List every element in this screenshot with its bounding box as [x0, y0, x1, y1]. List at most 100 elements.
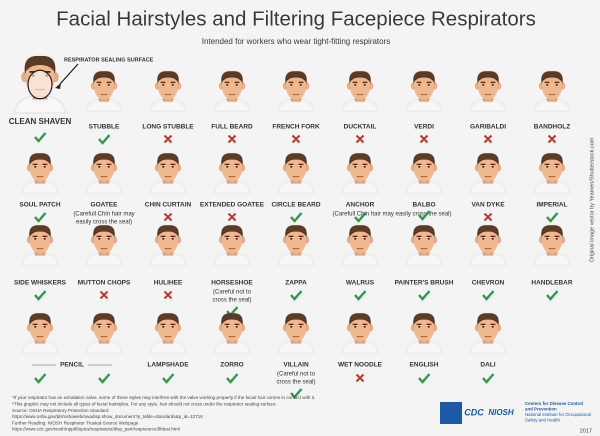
eyebrow [96, 323, 102, 325]
hair [157, 313, 179, 326]
mouth [36, 335, 44, 338]
shirt [469, 181, 507, 194]
head [158, 316, 178, 342]
eyebrow [490, 163, 496, 165]
fit-cross [163, 290, 173, 300]
hair [477, 225, 499, 238]
fit-check [98, 373, 111, 384]
mouth [420, 93, 428, 96]
face [213, 153, 251, 194]
eye [171, 165, 174, 168]
shirt [213, 253, 251, 266]
hair [349, 313, 371, 326]
footnote: *This graphic may not include all types … [12, 402, 277, 407]
face [21, 313, 59, 354]
face [277, 71, 315, 112]
face [469, 153, 507, 194]
footnote: Source: OSHA Respiratory Protection Stan… [12, 408, 109, 413]
face [213, 225, 251, 266]
eye [162, 237, 165, 240]
mouth [100, 247, 108, 250]
footnote: https://www.cdc.gov/niosh/npptl/topics/r… [12, 427, 180, 432]
fit-check [34, 132, 47, 143]
eyebrow [554, 81, 560, 83]
eye [363, 165, 366, 168]
eye [354, 165, 357, 168]
style-name: HORSESHOE [211, 280, 253, 287]
eye [98, 83, 101, 86]
eyebrow [426, 235, 432, 237]
eye [354, 325, 357, 328]
eyebrow [32, 323, 38, 325]
eyebrow [224, 163, 230, 165]
style-name: BANDHOLZ [534, 124, 570, 131]
mouth [356, 175, 364, 178]
head [30, 228, 50, 254]
eye [482, 325, 485, 328]
shirt [149, 341, 187, 354]
eye [162, 165, 165, 168]
eye [491, 165, 494, 168]
head [478, 228, 498, 254]
shirt [149, 253, 187, 266]
shirt [341, 253, 379, 266]
eye [491, 325, 494, 328]
eye [107, 325, 110, 328]
eyebrow [352, 81, 358, 83]
face [341, 313, 379, 354]
eye [43, 165, 46, 168]
eye [34, 325, 37, 328]
shirt [85, 253, 123, 266]
hair [157, 225, 179, 238]
head [414, 228, 434, 254]
style-name: ZAPPA [285, 280, 307, 287]
subtitle: Intended for workers who wear tight-fitt… [202, 37, 391, 46]
head [30, 316, 50, 342]
face [341, 225, 379, 266]
shirt [469, 253, 507, 266]
eye [546, 83, 549, 86]
hair [541, 153, 563, 166]
eyebrow [96, 81, 102, 83]
head [286, 228, 306, 254]
eyebrow [32, 163, 38, 165]
eye [98, 325, 101, 328]
eye [299, 83, 302, 86]
style-name: PENCIL [60, 362, 84, 369]
hair [413, 153, 435, 166]
head [350, 228, 370, 254]
eye [555, 83, 558, 86]
head [350, 74, 370, 100]
eye [235, 237, 238, 240]
hair [29, 153, 51, 166]
head [542, 156, 562, 182]
eyebrow [106, 235, 112, 237]
head [414, 316, 434, 342]
shirt [469, 341, 507, 354]
eye [363, 237, 366, 240]
style-name: DALI [480, 362, 495, 369]
mouth [484, 247, 492, 250]
eye [34, 237, 37, 240]
shirt [85, 99, 123, 112]
eyebrow [160, 235, 166, 237]
mouth [100, 93, 108, 96]
face [405, 313, 443, 354]
hair [477, 71, 499, 84]
fit-check [482, 373, 495, 384]
fit-check [418, 373, 431, 384]
hair [29, 313, 51, 326]
seal [27, 69, 53, 100]
eyebrow [490, 81, 496, 83]
face [277, 153, 315, 194]
eye [491, 83, 494, 86]
head [286, 316, 306, 342]
eyebrow [96, 235, 102, 237]
eyebrow [416, 323, 422, 325]
eye [98, 165, 101, 168]
head [158, 74, 178, 100]
eyebrow [106, 323, 112, 325]
shirt [213, 99, 251, 112]
eyebrow [160, 323, 166, 325]
head [222, 316, 242, 342]
